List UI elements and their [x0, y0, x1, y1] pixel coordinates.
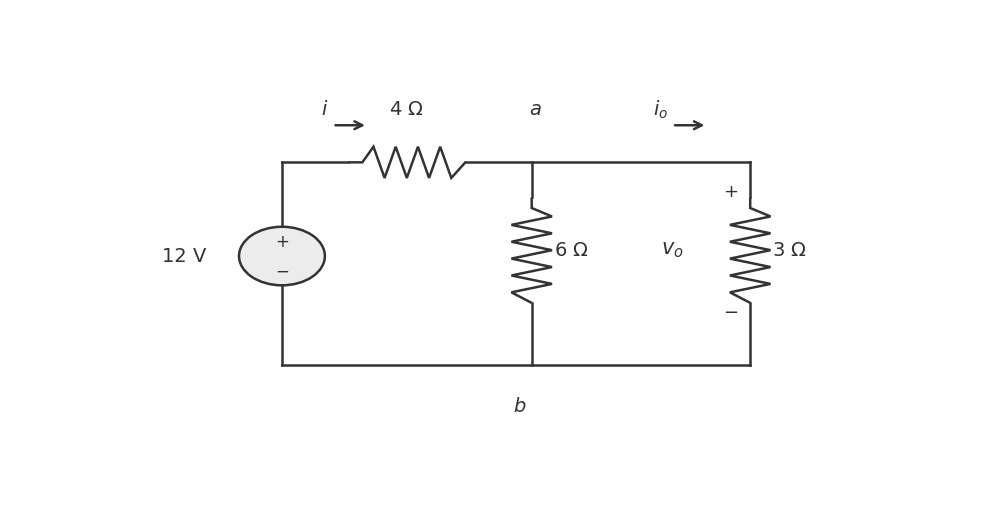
Text: 3 $\Omega$: 3 $\Omega$ — [772, 241, 807, 260]
Text: +: + — [723, 183, 738, 201]
Ellipse shape — [239, 227, 325, 285]
Text: $a$: $a$ — [530, 100, 542, 119]
Text: $i_o$: $i_o$ — [653, 98, 668, 121]
Text: $i$: $i$ — [321, 100, 328, 119]
Text: $b$: $b$ — [514, 397, 527, 416]
Text: 4 $\Omega$: 4 $\Omega$ — [390, 100, 424, 119]
Text: −: − — [275, 263, 289, 281]
Text: +: + — [275, 233, 289, 251]
Text: $v_o$: $v_o$ — [661, 240, 684, 260]
Text: 6 $\Omega$: 6 $\Omega$ — [554, 241, 588, 260]
Text: 12 V: 12 V — [162, 246, 206, 266]
Text: −: − — [723, 304, 738, 321]
